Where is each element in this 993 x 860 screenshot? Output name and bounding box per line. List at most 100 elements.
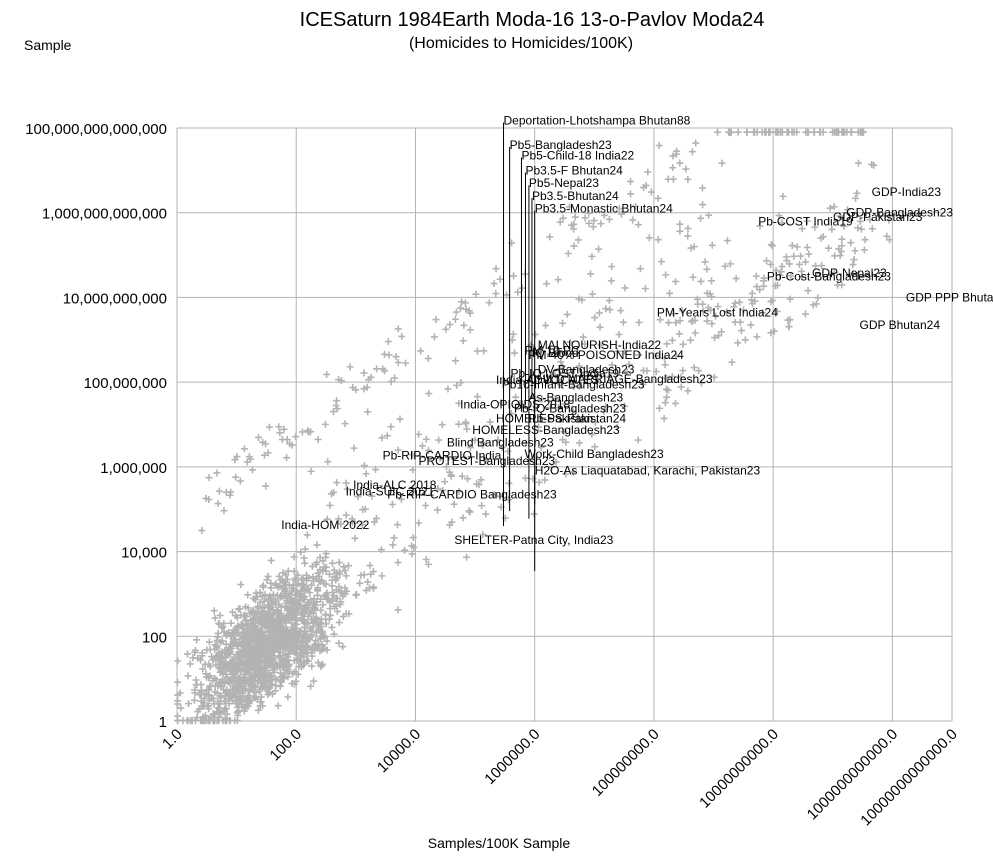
data-point	[236, 700, 244, 708]
data-point	[209, 656, 217, 664]
data-point	[383, 432, 391, 440]
data-point	[477, 476, 485, 484]
data-point	[252, 683, 260, 691]
data-point	[641, 284, 649, 292]
data-point	[687, 336, 695, 344]
data-point	[332, 586, 340, 594]
data-point	[269, 655, 277, 663]
data-point	[247, 682, 255, 690]
y-tick-label: 100	[142, 629, 167, 646]
data-point	[243, 458, 251, 466]
data-point	[521, 474, 529, 482]
data-point	[292, 627, 300, 635]
data-point	[214, 681, 222, 689]
data-point	[714, 128, 722, 136]
data-point	[259, 581, 267, 589]
data-point	[307, 467, 315, 475]
data-point	[466, 309, 474, 317]
data-point	[260, 653, 267, 661]
data-point	[687, 244, 695, 252]
annotations: Deportation-Lhotshampa Bhutan88 Pb5-Bangl…	[281, 114, 993, 547]
data-point	[849, 270, 857, 278]
data-point	[258, 645, 266, 653]
data-point	[272, 581, 280, 589]
data-point	[666, 289, 674, 297]
annotation-label: HOMELESS-Pakistan24	[496, 412, 626, 426]
data-point	[202, 673, 210, 681]
data-point	[834, 128, 842, 136]
data-point	[199, 665, 207, 673]
annotation-label: India-HOM 2022	[281, 518, 369, 532]
data-point	[452, 308, 460, 316]
y-axis-label: Sample	[24, 37, 72, 53]
data-point	[595, 309, 603, 317]
data-point	[463, 425, 471, 433]
data-point	[535, 423, 543, 431]
annotation-label: GDP-Nepal23	[812, 266, 887, 280]
data-point	[292, 611, 300, 619]
data-point	[465, 507, 473, 515]
data-point	[240, 628, 248, 636]
data-point	[408, 550, 416, 558]
data-point	[529, 475, 537, 483]
data-point	[570, 225, 578, 233]
data-point	[490, 491, 498, 499]
data-point	[731, 299, 739, 307]
data-point	[654, 236, 662, 244]
data-point	[312, 560, 320, 568]
data-point	[189, 654, 197, 662]
data-point	[688, 318, 696, 326]
data-point	[812, 262, 820, 270]
data-point	[585, 209, 593, 217]
data-point	[263, 576, 271, 584]
data-point	[273, 632, 281, 640]
data-point	[559, 214, 567, 222]
annotation-label: Pb3.5-Monastic Bhutan24	[535, 202, 673, 216]
data-point	[252, 692, 260, 700]
data-point	[364, 408, 372, 416]
data-point	[295, 663, 303, 671]
data-point	[430, 333, 438, 341]
data-point	[174, 657, 182, 665]
data-point	[225, 644, 233, 652]
annotation-label: Pb3.5-Bhutan24	[532, 189, 619, 203]
data-point	[634, 436, 642, 444]
data-point	[230, 626, 238, 634]
data-point	[214, 704, 222, 712]
data-point	[389, 541, 397, 549]
data-point	[590, 217, 598, 225]
data-point	[736, 318, 744, 326]
data-point	[211, 674, 219, 682]
data-point	[248, 466, 256, 474]
data-point	[548, 463, 556, 471]
data-point	[226, 647, 234, 655]
data-point	[341, 567, 349, 575]
data-point	[304, 427, 312, 435]
data-point	[295, 600, 303, 608]
data-point	[711, 334, 719, 342]
data-point	[424, 446, 432, 454]
data-point	[265, 603, 273, 611]
data-point	[795, 260, 803, 268]
data-point	[546, 233, 554, 241]
data-point	[708, 293, 716, 301]
data-point	[290, 553, 298, 561]
data-point	[456, 304, 464, 312]
data-point	[240, 445, 248, 453]
data-point	[225, 678, 233, 686]
data-point	[344, 562, 352, 570]
data-point	[635, 351, 643, 359]
data-point	[671, 399, 679, 407]
data-point	[715, 332, 723, 340]
data-point	[827, 270, 835, 278]
data-point	[575, 362, 583, 370]
data-point	[726, 260, 734, 268]
data-point	[830, 269, 838, 277]
data-point	[241, 695, 249, 703]
data-point	[556, 365, 564, 373]
data-point	[192, 681, 200, 689]
data-point	[460, 321, 468, 329]
data-point	[682, 165, 690, 173]
data-point	[232, 473, 240, 481]
data-point	[232, 651, 240, 659]
